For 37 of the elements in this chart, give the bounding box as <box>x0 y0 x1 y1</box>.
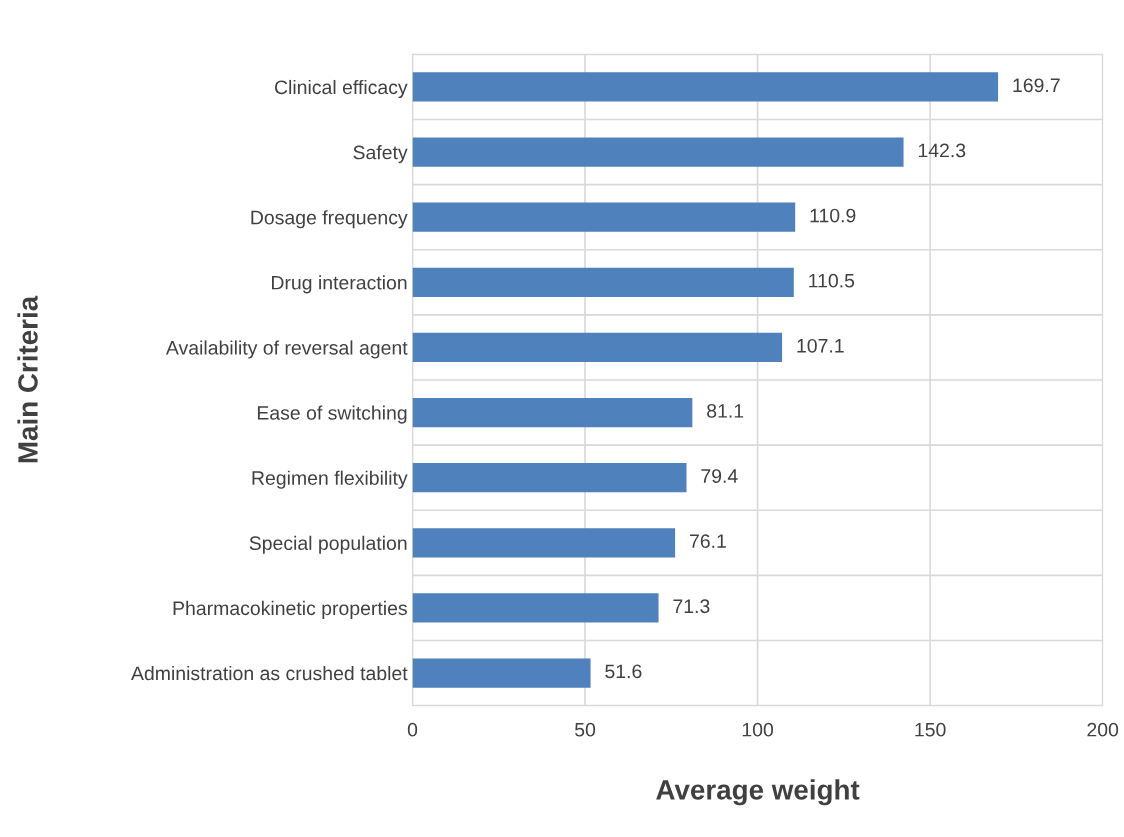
data-label: 51.6 <box>605 664 642 679</box>
y-tick-label: Safety <box>353 145 408 164</box>
data-label: 76.1 <box>689 534 726 549</box>
y-tick-label: Special population <box>249 535 407 554</box>
x-tick-label: 50 <box>575 722 596 737</box>
bar <box>412 528 676 558</box>
x-tick-label: 100 <box>742 722 774 737</box>
bar <box>412 267 794 297</box>
data-label: 142.3 <box>918 143 966 158</box>
bar <box>412 463 687 493</box>
data-label: 110.5 <box>809 273 855 288</box>
y-tick-label: Administration as crushed tablet <box>131 665 408 681</box>
bar <box>412 332 783 363</box>
y-axis-title: Main Criteria <box>17 295 38 463</box>
data-label: 79.4 <box>701 469 738 483</box>
bar <box>412 593 659 623</box>
x-axis-title: Average weight <box>656 779 860 806</box>
bar <box>412 658 591 688</box>
x-tick-label: 150 <box>915 722 946 737</box>
y-tick-label: Pharmacokinetic properties <box>173 600 407 619</box>
data-label: 107.1 <box>797 338 844 353</box>
bar <box>412 202 796 232</box>
bar <box>412 397 693 428</box>
data-label: 81.1 <box>707 404 744 418</box>
data-label: 71.3 <box>673 599 710 614</box>
y-tick-label: Regimen flexibility <box>252 470 408 489</box>
y-tick-label: Drug interaction <box>271 275 407 294</box>
x-tick-label: 200 <box>1087 722 1119 737</box>
y-tick-label: Clinical efficacy <box>274 79 408 99</box>
y-tick-label: Dosage frequency <box>251 210 408 229</box>
data-label: 169.7 <box>1013 78 1060 93</box>
bar <box>412 72 999 102</box>
y-tick-label: Ease of switching <box>257 405 407 424</box>
bar <box>412 137 904 167</box>
data-label: 110.9 <box>810 208 856 223</box>
x-tick-label: 0 <box>407 722 418 737</box>
y-tick-label: Availability of reversal agent <box>165 340 408 359</box>
